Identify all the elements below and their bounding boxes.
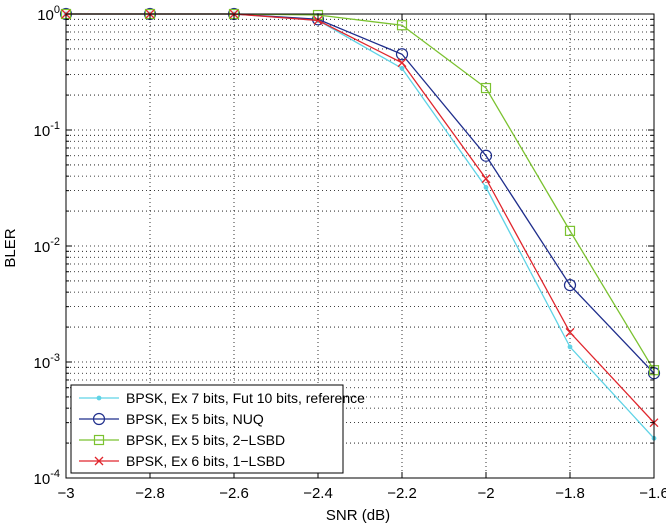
y-tick-exponent: -4: [50, 468, 60, 480]
y-tick-label: 10-2: [34, 236, 60, 256]
y-tick-exponent: 0: [54, 4, 60, 16]
legend-label: BPSK, Ex 6 bits, 1−LSBD: [126, 453, 285, 469]
x-axis-label: SNR (dB): [326, 507, 390, 524]
x-tick-label: −1.8: [555, 485, 585, 502]
x-tick-label: −2: [477, 485, 494, 502]
x-tick-label: −2.8: [135, 485, 165, 502]
y-tick-exponent: -3: [50, 352, 60, 364]
point-marker: [483, 185, 489, 190]
legend-entry: BPSK, Ex 5 bits, 2−LSBD: [79, 432, 285, 448]
square-marker: [564, 225, 576, 236]
y-tick-label: 100: [37, 4, 60, 24]
point-marker: [399, 65, 405, 71]
circle-marker: [92, 412, 106, 426]
circle-marker: [563, 279, 577, 292]
x-tick-label: −2.4: [303, 485, 333, 502]
axes: −3 −2.8 −2.6 −2.4 −2.2 −2 −1.8 −1.610-410-310-2…: [34, 4, 666, 502]
square-marker: [396, 20, 408, 31]
x-marker: [94, 456, 104, 466]
x-marker: [313, 15, 323, 25]
x-marker: [565, 327, 575, 337]
y-tick-label: 10-1: [34, 120, 60, 140]
legend-entry: BPSK, Ex 7 bits, Fut 10 bits, reference: [79, 390, 365, 406]
point-marker: [96, 395, 102, 401]
y-tick-base: 10: [37, 7, 54, 24]
circle-marker: [479, 149, 493, 162]
x-marker: [481, 174, 491, 184]
y-tick-exponent: -2: [50, 236, 60, 248]
x-tick-label: −2.2: [387, 485, 417, 502]
circle-marker: [395, 48, 409, 61]
legend-entry: BPSK, Ex 6 bits, 1−LSBD: [79, 453, 285, 469]
point-marker: [567, 344, 573, 350]
square-marker: [93, 434, 105, 446]
y-tick-base: 10: [34, 355, 51, 372]
y-tick-exponent: -1: [50, 120, 60, 132]
legend-label: BPSK, Ex 7 bits, Fut 10 bits, reference: [126, 390, 365, 406]
y-tick-label: 10-3: [34, 352, 60, 372]
y-tick-label: 10-4: [34, 468, 60, 488]
legend-entry: BPSK, Ex 5 bits, NUQ: [79, 411, 264, 427]
y-tick-base: 10: [34, 239, 51, 256]
x-tick-label: −1.6: [639, 485, 666, 502]
y-tick-base: 10: [34, 471, 51, 488]
y-axis-label: BLER: [2, 228, 19, 267]
x-tick-label: −2.6: [219, 485, 249, 502]
legend-label: BPSK, Ex 5 bits, NUQ: [126, 411, 264, 427]
y-tick-base: 10: [34, 123, 51, 140]
x-marker: [397, 58, 407, 68]
legend-box: [70, 384, 344, 474]
legend: BPSK, Ex 7 bits, Fut 10 bits, reference B…: [70, 384, 365, 474]
x-tick-label: −3: [57, 485, 74, 502]
legend-label: BPSK, Ex 5 bits, 2−LSBD: [126, 432, 285, 448]
square-marker: [480, 82, 492, 94]
